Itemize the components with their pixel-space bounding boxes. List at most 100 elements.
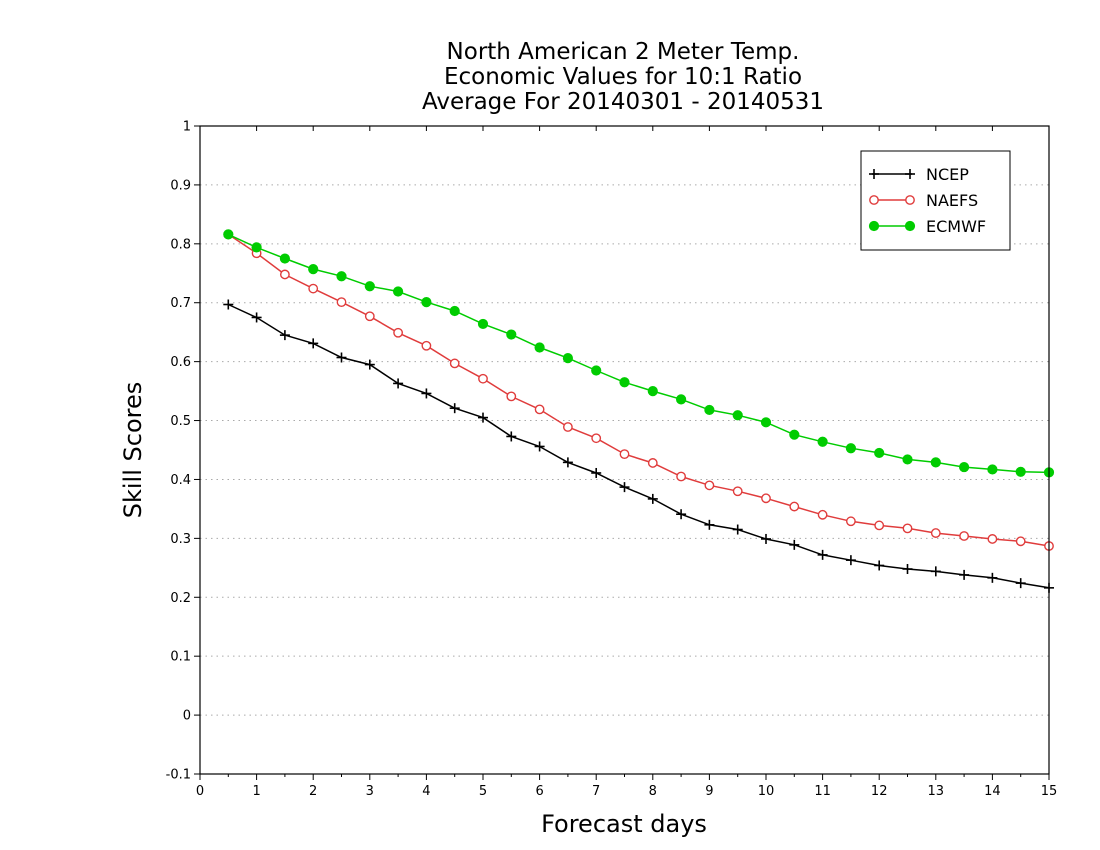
data-point-ecmwf: [562, 353, 574, 364]
x-tick-label: 2: [309, 784, 317, 799]
y-tick-label: 0.9: [170, 178, 191, 193]
y-tick-label: -0.1: [166, 768, 191, 783]
data-point-ncep: [930, 566, 941, 577]
data-point-ecmwf: [364, 281, 375, 292]
data-point-ecmwf: [477, 318, 489, 330]
data-point-ncep: [789, 539, 800, 550]
y-tick-label: 0.7: [170, 296, 191, 311]
data-point-ncep: [647, 493, 658, 504]
data-point-ecmwf: [760, 417, 772, 428]
data-point-ecmwf: [619, 377, 630, 388]
y-tick-label: 1: [183, 120, 191, 135]
data-point-naefs: [930, 528, 941, 538]
data-point-ncep: [308, 338, 319, 349]
data-point-ncep: [959, 569, 970, 580]
data-point-naefs: [959, 531, 969, 541]
data-point-naefs: [1015, 536, 1026, 547]
data-point-naefs: [987, 534, 998, 544]
legend-label-ncep: NCEP: [926, 165, 969, 184]
x-tick-label: 7: [592, 784, 600, 799]
legend-item-ecmwf: ECMWF: [868, 217, 986, 236]
grid: [200, 184, 1049, 716]
x-tick-label: 4: [422, 784, 430, 799]
data-point-naefs: [534, 404, 545, 415]
data-point-ecmwf: [732, 410, 743, 421]
data-point-naefs: [506, 391, 517, 402]
chart-title: North American 2 Meter Temp. Economic Va…: [422, 39, 824, 115]
data-point-naefs: [478, 373, 488, 384]
legend-marker-ncep: [905, 169, 915, 179]
data-point-naefs: [421, 340, 432, 351]
data-point-ecmwf: [223, 229, 234, 240]
data-point-naefs: [279, 269, 290, 280]
data-point-ecmwf: [959, 461, 970, 473]
data-point-ncep: [676, 509, 687, 520]
data-point-naefs: [393, 327, 403, 338]
legend-items: NCEP NAEFS ECMWF: [868, 165, 986, 236]
data-point-naefs: [308, 283, 319, 294]
data-point-naefs: [761, 493, 771, 504]
data-point-naefs: [591, 433, 602, 444]
data-point-ncep: [761, 533, 771, 544]
data-point-ncep: [902, 563, 913, 574]
series-ecmwf: [223, 229, 1055, 478]
axis-ticks: -0.100.10.20.30.40.50.60.70.80.910 1 2 3 4 5 6…: [166, 120, 1058, 800]
x-tick-label: 8: [649, 784, 657, 799]
data-point-ncep: [449, 403, 460, 414]
series-naefs: [223, 229, 1054, 551]
data-point-ecmwf: [874, 447, 885, 459]
y-axis-title: Skill Scores: [119, 382, 147, 519]
chart-title-line-2: Economic Values for 10:1 Ratio: [444, 64, 802, 90]
data-point-ncep: [591, 467, 602, 478]
chart-title-line-3: Average For 20140301 - 20140531: [422, 89, 824, 115]
x-tick-label: 14: [984, 784, 1001, 799]
x-tick-label: 0: [196, 784, 204, 799]
data-point-ecmwf: [251, 242, 262, 253]
data-point-ncep: [364, 359, 375, 370]
data-point-ecmwf: [789, 429, 800, 440]
data-point-ecmwf: [647, 385, 658, 397]
x-axis-title: Forecast days: [541, 810, 707, 838]
data-point-naefs: [676, 471, 686, 482]
data-point-ncep: [336, 352, 347, 363]
data-point-ncep: [732, 524, 743, 535]
series-line-ncep: [227, 303, 1050, 589]
x-tick-label: 1: [252, 784, 260, 799]
data-point-ecmwf: [817, 436, 828, 447]
x-tick-label: 12: [871, 784, 888, 799]
data-point-naefs: [874, 520, 885, 531]
data-point-naefs: [704, 480, 715, 491]
data-point-ncep: [393, 378, 404, 389]
legend-label-naefs: NAEFS: [926, 191, 978, 210]
data-point-ncep: [987, 572, 998, 583]
data-point-ncep: [478, 412, 488, 423]
y-tick-label: 0.8: [170, 237, 191, 252]
legend-marker-ecmwf: [868, 220, 880, 232]
data-point-ncep: [251, 312, 262, 323]
data-point-ecmwf: [336, 271, 347, 282]
x-tick-label: 10: [758, 784, 775, 799]
data-point-ncep: [874, 560, 885, 571]
data-point-ncep: [704, 519, 715, 530]
data-point-ecmwf: [506, 329, 517, 340]
x-tick-label: 9: [705, 784, 713, 799]
y-tick-label: 0.5: [170, 414, 191, 429]
x-tick-label: 13: [928, 784, 945, 799]
data-point-ecmwf: [591, 365, 602, 376]
data-point-ncep: [562, 457, 573, 468]
data-point-ncep: [817, 549, 828, 560]
legend-marker-ncep: [869, 169, 879, 179]
y-tick-label: 0.4: [170, 473, 191, 488]
data-point-ecmwf: [987, 464, 998, 475]
legend: NCEP NAEFS ECMWF: [860, 150, 1011, 251]
data-point-ecmwf: [1015, 466, 1026, 477]
data-point-ecmwf: [704, 404, 715, 416]
data-point-naefs: [336, 297, 347, 308]
series: [223, 229, 1055, 593]
data-point-naefs: [732, 486, 743, 497]
y-tick-label: 0.3: [170, 532, 191, 547]
legend-marker-naefs: [905, 195, 915, 205]
legend-marker-naefs: [869, 195, 879, 205]
x-tick-label: 15: [1041, 784, 1058, 799]
